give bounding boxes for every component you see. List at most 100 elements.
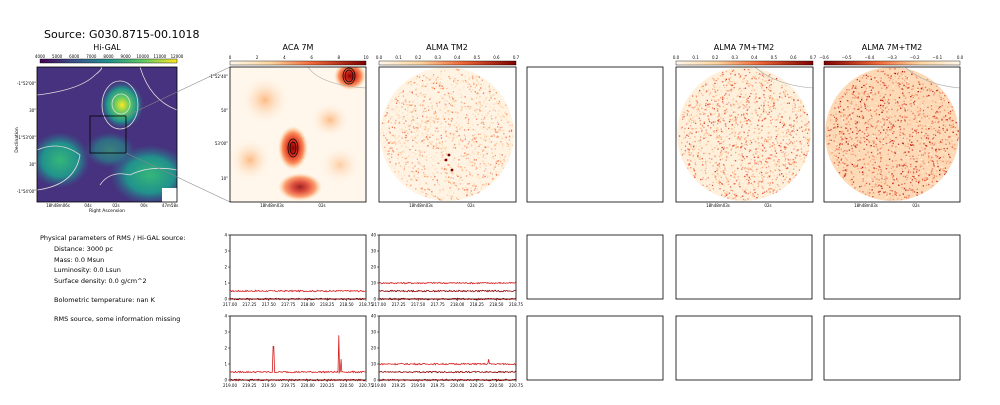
noise-pixel (401, 102, 403, 104)
noise-pixel (782, 132, 784, 134)
noise-pixel (747, 132, 749, 134)
noise-pixel (700, 178, 702, 181)
noise-pixel (473, 83, 475, 85)
noise-pixel (481, 148, 483, 151)
noise-pixel (945, 157, 947, 159)
noise-pixel (918, 114, 920, 116)
noise-pixel (843, 173, 845, 175)
noise-pixel (911, 73, 913, 75)
noise-pixel (466, 144, 468, 146)
noise-pixel (943, 121, 945, 123)
noise-pixel (481, 79, 483, 81)
noise-pixel (877, 81, 879, 84)
spectrum-series-line (378, 378, 517, 382)
noise-pixel (716, 134, 718, 136)
noise-pixel (767, 77, 769, 79)
noise-pixel (732, 131, 734, 134)
noise-pixel (509, 151, 512, 153)
noise-pixel (927, 134, 929, 137)
noise-pixel (467, 157, 469, 159)
noise-pixel (904, 101, 906, 104)
noise-pixel (423, 175, 426, 177)
noise-pixel (798, 106, 800, 109)
noise-pixel (897, 195, 899, 197)
noise-pixel (866, 135, 868, 137)
noise-pixel (905, 165, 908, 167)
ytick-label: -1°54'00" (17, 189, 36, 194)
noise-pixel (775, 152, 778, 154)
noise-pixel (458, 140, 460, 143)
noise-pixel (902, 74, 904, 77)
noise-pixel (829, 126, 831, 129)
noise-pixel (872, 116, 874, 119)
noise-pixel (433, 122, 435, 124)
noise-pixel (873, 182, 876, 184)
noise-pixel (903, 145, 905, 148)
noise-pixel (867, 80, 869, 82)
noise-pixel (841, 95, 844, 98)
noise-pixel (432, 194, 434, 196)
noise-pixel (888, 109, 890, 111)
noise-pixel (787, 168, 789, 170)
noise-pixel (907, 172, 909, 175)
noise-pixel (414, 131, 416, 134)
noise-pixel (435, 118, 437, 120)
noise-pixel (695, 96, 698, 98)
noise-pixel (932, 161, 934, 163)
noise-pixel (719, 181, 721, 183)
noise-pixel (755, 75, 757, 77)
noise-pixel (917, 132, 919, 134)
noise-pixel (485, 183, 488, 185)
spectrum-ytick-label: 1 (224, 362, 227, 367)
noise-pixel (744, 175, 746, 178)
noise-pixel (408, 125, 410, 127)
noise-pixel (414, 105, 416, 107)
noise-pixel (497, 160, 499, 162)
noise-pixel (441, 97, 443, 99)
noise-pixel (701, 130, 703, 132)
noise-pixel (434, 184, 436, 186)
noise-pixel (836, 145, 838, 147)
noise-pixel (399, 142, 401, 144)
noise-pixel (921, 87, 924, 89)
noise-pixel (889, 189, 892, 192)
noise-pixel (874, 161, 876, 164)
noise-pixel (767, 182, 769, 184)
noise-pixel (885, 88, 887, 90)
noise-pixel (448, 109, 450, 112)
noise-pixel (905, 107, 907, 109)
noise-pixel (420, 177, 422, 179)
noise-pixel (436, 196, 439, 199)
noise-pixel (448, 191, 450, 193)
noise-pixel (388, 105, 390, 107)
noise-pixel (431, 77, 434, 79)
noise-pixel (771, 145, 773, 147)
noise-pixel (703, 121, 706, 123)
noise-pixel (453, 157, 456, 159)
noise-pixel (875, 178, 877, 180)
noise-pixel (478, 157, 480, 159)
noise-pixel (856, 87, 858, 90)
noise-pixel (714, 91, 716, 93)
aca7m-frame (229, 66, 367, 203)
noise-pixel (913, 177, 915, 179)
noise-pixel (932, 92, 934, 94)
noise-pixel (849, 155, 851, 157)
spectrum-xtick-label: 219.00 (223, 383, 237, 388)
noise-pixel (395, 114, 398, 116)
noise-pixel (412, 139, 414, 141)
noise-pixel (475, 102, 477, 104)
noise-pixel (765, 172, 767, 174)
noise-pixel (884, 190, 886, 192)
noise-pixel (790, 98, 792, 100)
noise-pixel (425, 110, 427, 112)
noise-pixel (889, 109, 892, 111)
noise-pixel (383, 115, 386, 117)
noise-pixel (935, 149, 937, 151)
noise-pixel (785, 173, 788, 175)
noise-pixel (433, 112, 435, 114)
noise-pixel (737, 124, 739, 126)
noise-pixel (768, 139, 770, 141)
noise-pixel (443, 129, 445, 131)
noise-pixel (382, 143, 384, 145)
